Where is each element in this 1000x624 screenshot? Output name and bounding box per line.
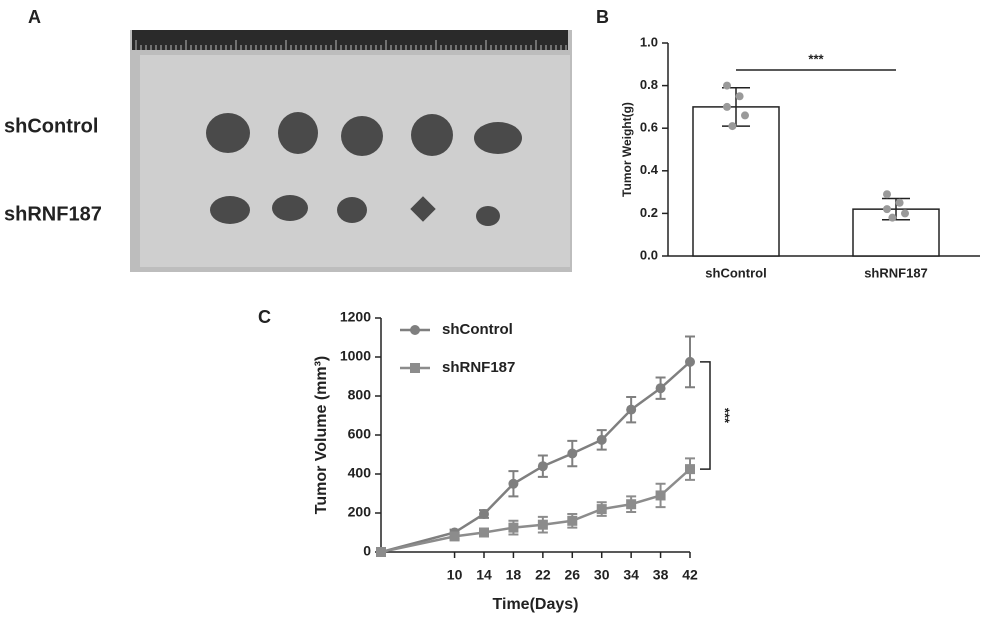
y-tick-label: 1.0 xyxy=(640,34,658,49)
tumors xyxy=(206,112,522,226)
legend-marker xyxy=(410,363,420,373)
tumor xyxy=(210,196,250,224)
y-tick-label: 0.6 xyxy=(640,120,658,135)
data-point xyxy=(735,92,744,101)
y-tick-label: 800 xyxy=(348,387,372,403)
ruler-ticks xyxy=(135,40,567,50)
tumor xyxy=(476,206,500,226)
y-tick-label: 0.0 xyxy=(640,247,658,262)
data-point xyxy=(888,213,897,222)
tumor xyxy=(341,116,383,156)
data-point xyxy=(723,81,731,90)
series-line xyxy=(380,468,691,554)
tumor xyxy=(411,114,453,156)
tumor xyxy=(410,196,436,222)
y-tick-label: 1200 xyxy=(340,309,371,325)
data-point xyxy=(567,515,578,526)
tumor xyxy=(474,122,522,154)
y-tick-label: 0.2 xyxy=(640,205,658,220)
y-tick-label: 200 xyxy=(348,504,372,520)
data-point xyxy=(567,448,578,459)
x-tick-label: 18 xyxy=(506,567,522,583)
legend-label: shRNF187 xyxy=(442,359,515,376)
data-point xyxy=(449,531,460,542)
data-point xyxy=(685,464,695,475)
data-point xyxy=(537,519,548,530)
tumor xyxy=(206,113,250,153)
y-axis-label: Tumor Weight(g) xyxy=(620,102,634,197)
data-point xyxy=(537,461,548,472)
y-axis-label: Tumor Volume (mm³) xyxy=(313,356,330,515)
x-tick-label: 34 xyxy=(623,567,639,583)
panel-label: C xyxy=(258,307,271,327)
y-tick-label: 1000 xyxy=(340,348,371,364)
bar xyxy=(692,106,780,257)
data-point xyxy=(376,547,386,557)
data-point xyxy=(508,522,519,533)
data-point xyxy=(596,504,607,515)
data-point xyxy=(626,499,637,510)
tumor xyxy=(272,195,308,221)
y-tick-label: 0.8 xyxy=(640,77,658,92)
legend-marker xyxy=(410,325,420,335)
tumor xyxy=(278,112,318,154)
legend-label: shControl xyxy=(442,321,513,338)
x-tick-label: 26 xyxy=(564,567,580,583)
x-tick-label: 10 xyxy=(447,567,463,583)
data-point xyxy=(901,209,909,218)
data-point xyxy=(728,122,737,131)
panel-label: A xyxy=(28,7,41,27)
x-tick-label: shControl xyxy=(705,265,766,280)
significance: *** xyxy=(808,51,824,66)
panel-label: B xyxy=(596,7,609,27)
x-axis-label: Time(Days) xyxy=(493,596,579,613)
data-point xyxy=(508,478,519,489)
data-point xyxy=(883,205,891,214)
data-point xyxy=(479,527,489,538)
data-point xyxy=(655,490,666,501)
y-tick-label: 600 xyxy=(348,426,372,442)
data-point xyxy=(741,111,749,120)
tumor xyxy=(337,197,367,223)
photo-tray xyxy=(140,55,570,267)
data-point xyxy=(626,404,637,415)
data-point xyxy=(596,434,607,445)
significance: *** xyxy=(718,408,733,424)
data-point xyxy=(655,383,666,394)
y-tick-label: 400 xyxy=(348,465,372,481)
data-point xyxy=(685,356,695,367)
y-tick-label: 0 xyxy=(363,543,371,559)
y-tick-label: 0.4 xyxy=(640,162,659,177)
row-label: shControl xyxy=(4,115,98,137)
x-tick-label: 30 xyxy=(594,567,610,583)
x-tick-label: 22 xyxy=(535,567,551,583)
data-point xyxy=(479,508,489,519)
x-tick-label: 42 xyxy=(682,567,698,583)
x-tick-label: 14 xyxy=(476,567,492,583)
data-point xyxy=(883,190,891,199)
x-tick-label: 38 xyxy=(653,567,669,583)
ruler xyxy=(132,30,568,50)
significance-bracket xyxy=(700,361,711,470)
data-point xyxy=(723,102,731,111)
x-tick-label: shRNF187 xyxy=(864,265,928,280)
series-line xyxy=(380,360,691,554)
row-label: shRNF187 xyxy=(4,203,102,225)
data-point xyxy=(895,198,904,207)
